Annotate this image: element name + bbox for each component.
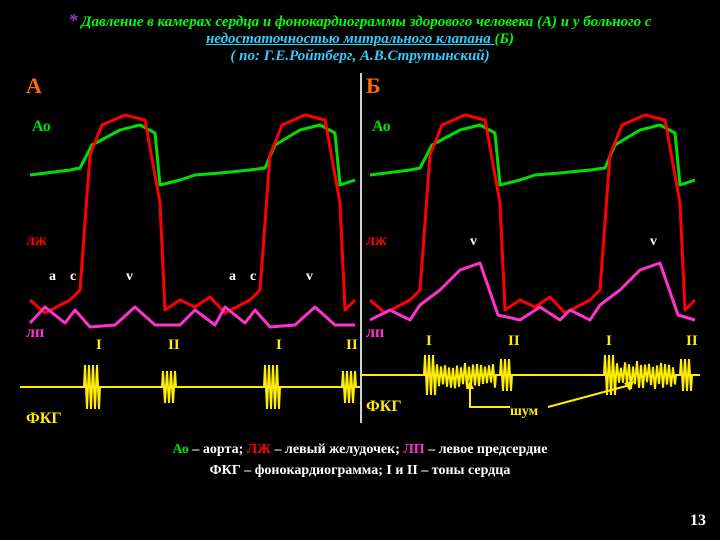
svg-text:ФКГ: ФКГ (26, 410, 62, 427)
page-number: 13 (690, 512, 706, 530)
svg-text:Ао: Ао (32, 118, 51, 135)
legend-lv-txt: – левый желудочек; (271, 442, 403, 457)
panel-a: ААолжлпФКГacvacvIIIIII (20, 75, 360, 435)
svg-text:II: II (508, 333, 520, 349)
title-main-1: Давление в камерах сердца и фонокардиогр… (81, 14, 651, 30)
charts-container: ААолжлпФКГacvacvIIIIII БАолжлпФКГvvIIIII… (0, 69, 720, 435)
svg-text:II: II (686, 333, 698, 349)
svg-text:I: I (96, 337, 102, 353)
legend-la: ЛП (403, 442, 424, 457)
svg-text:v: v (650, 234, 657, 249)
svg-text:шум: шум (510, 404, 539, 419)
svg-text:лж: лж (366, 232, 387, 249)
svg-text:II: II (168, 337, 180, 353)
svg-text:II: II (346, 337, 358, 353)
svg-text:c: c (250, 269, 256, 284)
svg-text:лж: лж (26, 232, 47, 249)
svg-text:Ао: Ао (372, 118, 391, 135)
svg-text:a: a (49, 269, 56, 284)
svg-text:v: v (126, 269, 133, 284)
panel-a-svg: ААолжлпФКГacvacvIIIIII (20, 75, 360, 435)
legend: Ао – аорта; ЛЖ – левый желудочек; ЛП – л… (0, 435, 720, 481)
panel-b: БАолжлпФКГvvIIIIIIшум (360, 75, 700, 435)
legend-ao-txt: – аорта; (189, 442, 247, 457)
svg-text:лп: лп (26, 324, 44, 341)
svg-text:лп: лп (366, 324, 384, 341)
svg-text:I: I (276, 337, 282, 353)
legend-lv: ЛЖ (247, 442, 271, 457)
svg-text:Б: Б (366, 75, 381, 98)
title-b-suffix: (Б) (494, 31, 514, 47)
svg-text:А: А (26, 75, 42, 98)
title-underline: недостаточностью митрального клапана (206, 31, 495, 47)
svg-text:I: I (426, 333, 432, 349)
svg-text:a: a (229, 269, 236, 284)
title-star: * (68, 10, 77, 30)
legend-ao: Ао (173, 442, 189, 457)
svg-text:I: I (606, 333, 612, 349)
legend-tones: I и II (386, 463, 417, 478)
svg-text:ФКГ: ФКГ (366, 398, 402, 415)
panel-b-svg: БАолжлпФКГvvIIIIIIшум (360, 75, 700, 435)
svg-text:v: v (306, 269, 313, 284)
slide-title: * Давление в камерах сердца и фонокардио… (0, 0, 720, 69)
title-source: ( по: Г.Е.Ройтберг, А.В.Струтынский) (30, 48, 690, 65)
legend-fkg: ФКГ (210, 463, 241, 478)
svg-text:c: c (70, 269, 76, 284)
svg-text:v: v (470, 234, 477, 249)
legend-fkg-txt: – фонокардиограмма; (241, 463, 387, 478)
legend-la-txt: – левое предсердие (425, 442, 548, 457)
legend-tones-txt: – тоны сердца (418, 463, 511, 478)
